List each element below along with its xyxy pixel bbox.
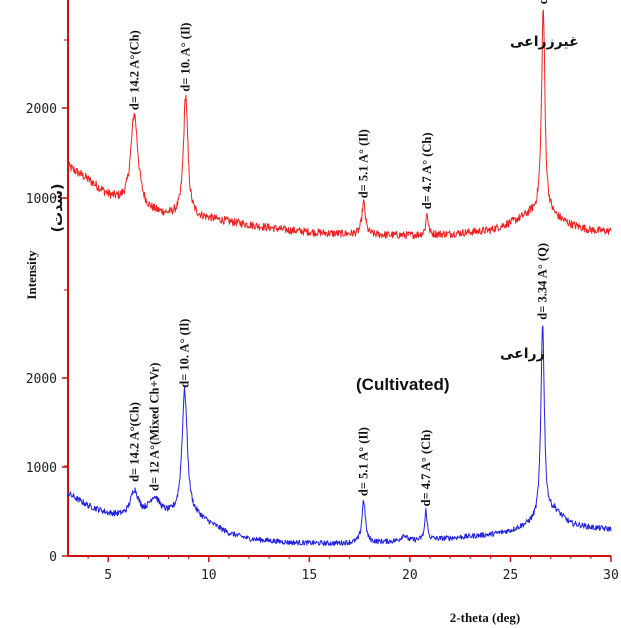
peak-annotation: d= 3.34 A° (Q) xyxy=(536,0,550,4)
peak-annotation: d= 10. A° (Il) xyxy=(179,23,193,92)
x-tick-label: 10 xyxy=(201,568,217,583)
upper-sample-label: غیرزراعی xyxy=(510,34,579,50)
peak-annotation: d= 5.1 A° (Il) xyxy=(357,129,371,198)
peak-annotation: d= 4.7 A° (Ch) xyxy=(419,430,433,507)
lower-sample-label: زراعی xyxy=(500,346,545,362)
series-line-upper xyxy=(67,9,612,240)
peak-annotation: d= 4.7 A° (Ch) xyxy=(420,132,434,209)
axes xyxy=(67,0,611,557)
x-tick-label: 15 xyxy=(302,568,318,583)
x-tick-label: 25 xyxy=(503,568,519,583)
x-tick-label: 20 xyxy=(402,568,418,583)
peak-annotation: d= 3.34 A° (Q) xyxy=(536,243,550,320)
x-tick-label: 5 xyxy=(104,568,112,583)
lower-sample-label-latin: (Cultivated) xyxy=(356,375,450,394)
series-line-lower xyxy=(67,325,612,547)
y-tick-label-lower: 1000 xyxy=(26,461,57,476)
y-axis-title-alt: (شدت) xyxy=(50,184,66,233)
y-tick-label-upper: 1000 xyxy=(26,192,57,207)
peak-annotation: d= 5.1 A° (Il) xyxy=(357,427,371,496)
peak-annotation: d= 12 A°(Mixed Ch+Vr) xyxy=(148,363,162,491)
series-group xyxy=(67,9,612,547)
annotations: d= 14.2 A°(Ch) d= 10. A° (Il) d= 5.1 A° (I… xyxy=(127,0,550,506)
x-tick-label: 30 xyxy=(603,568,619,583)
ticks: 5 10 15 20 25 30 0 1000 2000 1000 2000 xyxy=(26,39,619,583)
peak-annotation: d= 10. A° (Il) xyxy=(178,319,192,388)
peak-annotation: d= 14.2 A°(Ch) xyxy=(127,402,141,482)
y-axis-title: Intensity xyxy=(24,250,39,300)
y-tick-label-lower: 0 xyxy=(49,550,57,565)
y-tick-label-lower: 2000 xyxy=(26,372,57,387)
x-axis-title: 2-theta (deg) xyxy=(450,610,520,625)
y-tick-label-upper: 2000 xyxy=(26,102,57,117)
peak-annotation: d= 14.2 A°(Ch) xyxy=(127,30,141,110)
